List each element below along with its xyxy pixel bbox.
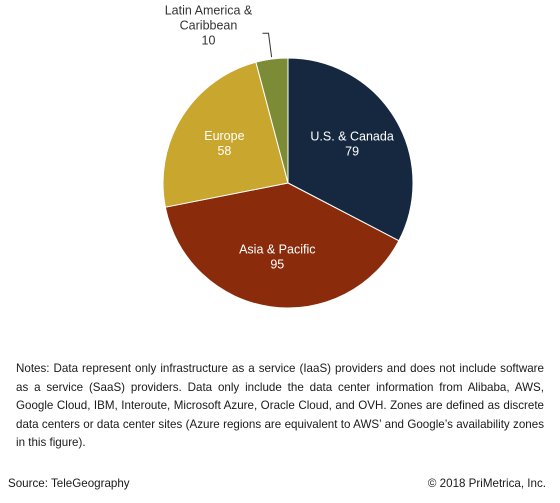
slice-name: Caribbean [180, 18, 238, 32]
chart-notes: Notes: Data represent only infrastructur… [16, 362, 544, 450]
pie-slice-europe [162, 61, 289, 208]
copyright-notice: © 2018 PriMetrica, Inc. [427, 477, 546, 490]
pie-slice-u-s-canada [287, 57, 414, 242]
source-credit: Source: TeleGeography [8, 477, 130, 490]
leader-line [262, 32, 273, 58]
slice-name: U.S. & Canada [310, 130, 393, 144]
slice-value: 95 [270, 258, 284, 272]
slice-value: 10 [202, 33, 216, 47]
slice-value: 79 [345, 145, 359, 159]
pie-slice-asia-pacific [164, 182, 400, 309]
slice-name: Asia & Pacific [239, 243, 315, 257]
pie-slice-latin-america-caribbean [255, 57, 289, 184]
slice-name: Europe [204, 129, 244, 143]
slice-name: Latin America & [165, 3, 253, 17]
slice-value: 58 [217, 144, 231, 158]
